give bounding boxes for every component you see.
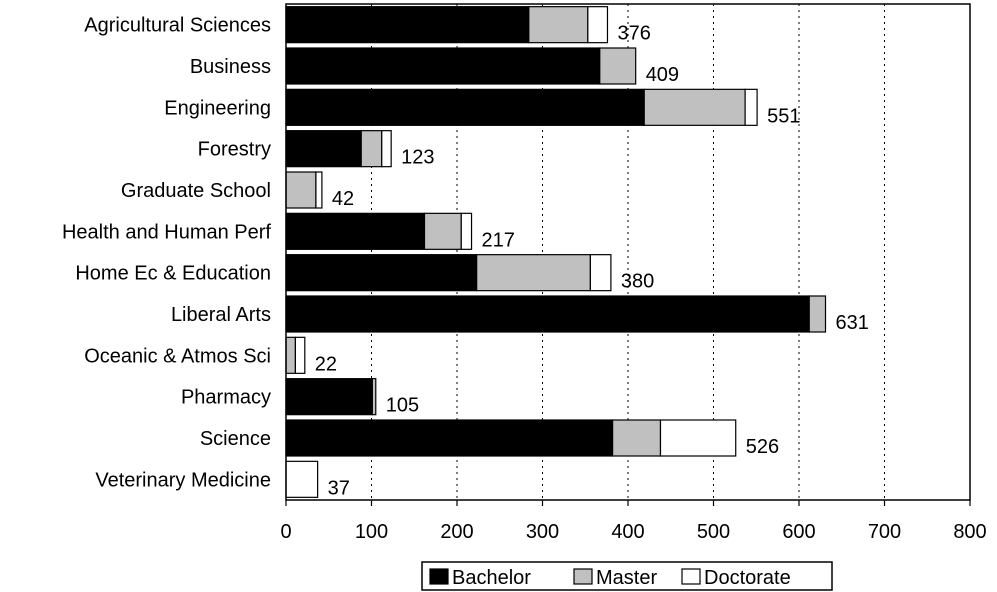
legend-swatch-master (573, 568, 593, 585)
bar-total-label: 380 (621, 271, 654, 293)
bar-segment-bachelor (285, 130, 362, 168)
bar-total-label: 37 (328, 477, 350, 499)
bar-segment-doctorate (589, 254, 612, 292)
bar-segment-bachelor (285, 47, 601, 85)
bar-total-label: 409 (646, 64, 679, 86)
bar-total-label: 551 (767, 105, 800, 127)
bar-total-label: 105 (386, 395, 419, 417)
category-label: Science (200, 428, 271, 450)
x-tick-label: 0 (280, 521, 291, 543)
bar-segment-master (285, 171, 317, 209)
legend-label-master: Master (596, 567, 657, 589)
category-label: Engineering (164, 97, 271, 119)
category-labels: Agricultural Sciences Business Engineering… (62, 15, 271, 492)
legend-label-bachelor: Bachelor (452, 567, 531, 589)
bar-segment-master (285, 336, 297, 374)
bar-segment-bachelor (285, 295, 810, 333)
legend-swatch-bachelor (429, 568, 449, 585)
x-tick-label: 600 (782, 521, 815, 543)
bar-segment-doctorate (294, 336, 306, 374)
gridlines (371, 4, 885, 500)
category-label: Forestry (198, 139, 271, 161)
bar-total-label: 42 (332, 188, 354, 210)
legend: Bachelor Master Doctorate (421, 561, 833, 591)
legend-label-doctorate: Doctorate (704, 567, 791, 589)
category-label: Home Ec & Education (75, 263, 271, 285)
x-tick-label: 500 (697, 521, 730, 543)
bar-total-label: 376 (617, 23, 650, 45)
bar-segment-doctorate (460, 212, 473, 250)
bar-total-label: 526 (746, 436, 779, 458)
x-tick-label: 800 (953, 521, 986, 543)
category-label: Veterinary Medicine (95, 469, 271, 491)
bar-segment-doctorate (659, 419, 737, 457)
x-tick-label: 400 (611, 521, 644, 543)
bar-segment-doctorate (285, 460, 319, 498)
x-tick-label: 200 (440, 521, 473, 543)
bar-segment-bachelor (285, 419, 614, 457)
legend-box (421, 561, 833, 591)
total-labels: 376 409 551 123 42 217 380 631 22 105 526 37 (315, 23, 869, 500)
x-axis-ticks: 0 100 200 300 400 500 600 700 800 (280, 500, 987, 543)
bar-segment-bachelor (285, 212, 426, 250)
category-label: Health and Human Perf (62, 221, 271, 243)
bar-segment-master (808, 295, 827, 333)
bar-segment-bachelor (285, 88, 645, 126)
bar-segment-doctorate (381, 130, 392, 168)
bar-segment-bachelor (285, 254, 478, 292)
bar-segment-master (643, 88, 746, 126)
x-tick-label: 100 (355, 521, 388, 543)
category-label: Graduate School (121, 180, 271, 202)
bar-segment-master (528, 6, 589, 44)
category-label: Agricultural Sciences (84, 15, 271, 37)
bar-segment-master (360, 130, 383, 168)
category-label: Liberal Arts (171, 304, 271, 326)
bar-segment-bachelor (285, 378, 373, 416)
x-tick-label: 700 (868, 521, 901, 543)
bar-total-label: 123 (401, 147, 434, 169)
bar-segment-master (423, 212, 462, 250)
bar-segment-doctorate (315, 171, 323, 209)
x-tick-label: 300 (526, 521, 559, 543)
bar-segment-master (612, 419, 662, 457)
category-label: Pharmacy (181, 387, 271, 409)
legend-swatch-doctorate (681, 568, 701, 585)
bars (285, 6, 827, 498)
bar-segment-master (599, 47, 637, 85)
bar-total-label: 217 (482, 229, 515, 251)
bar-segment-bachelor (285, 6, 530, 44)
category-label: Business (190, 56, 271, 78)
bar-segment-doctorate (744, 88, 758, 126)
bar-total-label: 22 (315, 353, 337, 375)
bar-segment-master (371, 378, 377, 416)
bar-segment-master (476, 254, 591, 292)
bar-total-label: 631 (836, 312, 869, 334)
category-label: Oceanic & Atmos Sci (84, 345, 271, 367)
bar-segment-doctorate (587, 6, 609, 44)
